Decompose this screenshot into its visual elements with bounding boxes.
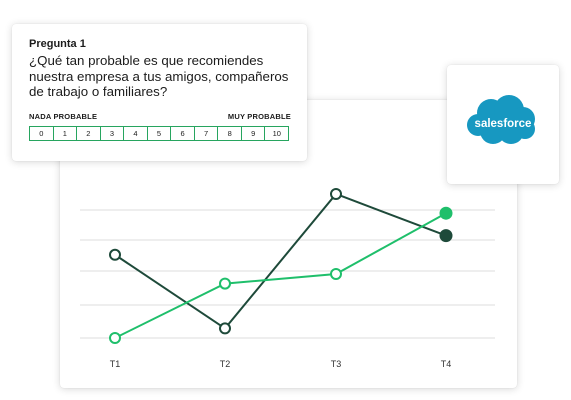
scale-option-1[interactable]: 1: [54, 127, 78, 140]
scale-option-5[interactable]: 5: [148, 127, 172, 140]
scale-right-label: MUY PROBABLE: [227, 112, 291, 121]
scale-option-8[interactable]: 8: [218, 127, 242, 140]
salesforce-logo-text: salesforce: [475, 118, 532, 130]
salesforce-card: salesforce: [447, 65, 559, 184]
question-text: ¿Qué tan probable es que recomiendes nue…: [29, 53, 289, 99]
scale-option-4[interactable]: 4: [124, 127, 148, 140]
salesforce-cloud-icon: [467, 95, 535, 144]
series-0-line: [114, 192, 447, 330]
series-0-point: [219, 322, 231, 335]
line-chart: T1 T2 T3 T4: [80, 188, 495, 369]
scale-option-3[interactable]: 3: [101, 127, 125, 140]
series-0-point: [330, 188, 342, 200]
series-1-line: [114, 212, 447, 339]
scale-option-7[interactable]: 7: [195, 127, 219, 140]
salesforce-logo: salesforce: [467, 95, 535, 144]
scale-option-6[interactable]: 6: [171, 127, 195, 140]
survey-card: Pregunta 1 ¿Qué tan probable es que reco…: [12, 24, 307, 161]
scale-option-0[interactable]: 0: [30, 127, 54, 140]
scale-option-2[interactable]: 2: [77, 127, 101, 140]
x-tick-label: T2: [220, 359, 231, 369]
x-tick-label: T4: [441, 359, 452, 369]
series-1-point: [330, 268, 342, 280]
question-label: Pregunta 1: [29, 38, 86, 50]
series-1-point: [219, 277, 231, 290]
x-tick-label: T1: [110, 359, 121, 369]
series-0-point: [439, 229, 453, 243]
scale-option-10[interactable]: 10: [272, 129, 281, 138]
scale-left-label: NADA PROBABLE: [29, 112, 98, 121]
series-0-point: [109, 248, 121, 261]
series-1-point: [109, 332, 121, 344]
series-1-point: [439, 206, 453, 220]
x-tick-label: T3: [331, 359, 342, 369]
rating-scale: 0 1 2 3 4 5 6 7 8 9 10: [29, 126, 289, 141]
scale-option-9[interactable]: 9: [242, 127, 266, 140]
